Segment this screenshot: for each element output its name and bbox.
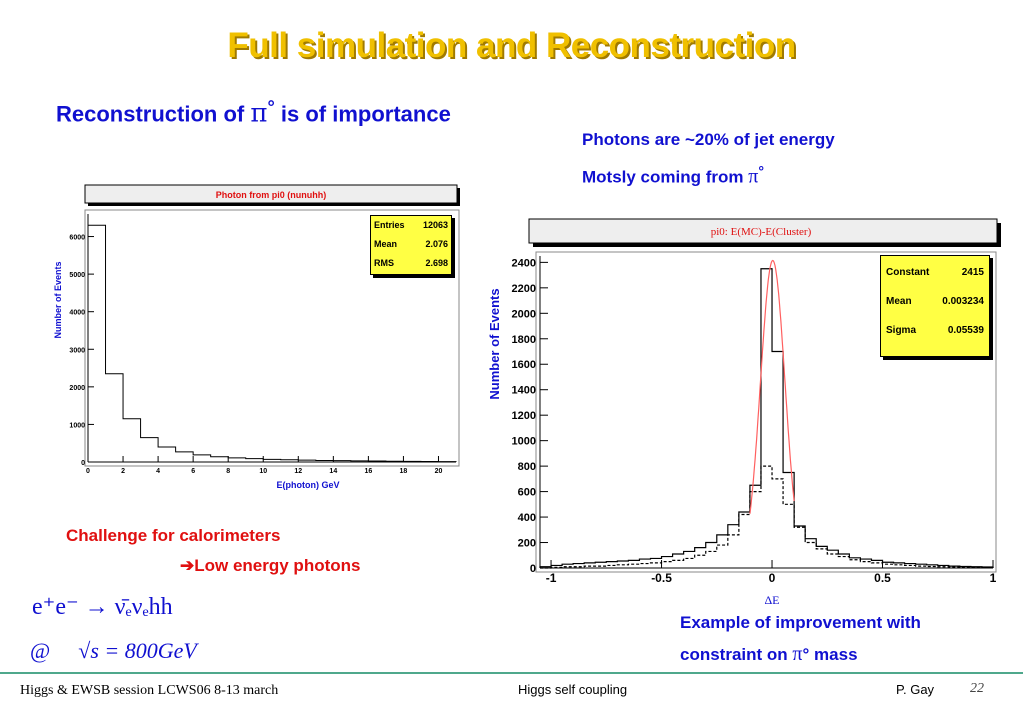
- chart-title: Photon from pi0 (nunuhh): [216, 190, 326, 200]
- gaussian-fit-curve: [749, 259, 795, 514]
- low-energy-label: Low energy photons: [194, 556, 361, 575]
- x-axis-label: ΔE: [764, 593, 779, 607]
- low-energy-text: ➔Low energy photons: [180, 556, 360, 576]
- y-tick-label: 800: [518, 461, 536, 473]
- subtitle-prefix: Reconstruction of: [56, 101, 251, 127]
- improvement-line1: Example of improvement with: [680, 613, 921, 632]
- x-tick-label: 1: [990, 571, 997, 585]
- y-tick-label: 2400: [512, 257, 536, 269]
- x-tick-label: 20: [435, 468, 443, 475]
- footer-session: Higgs & EWSB session LCWS06 8-13 march: [20, 683, 279, 698]
- x-tick-label: 2: [121, 468, 125, 475]
- chart-title: pi0: E(MC)-E(Cluster): [711, 226, 812, 238]
- improvement-suffix: mass: [809, 645, 858, 664]
- x-tick-label: -0.5: [651, 571, 672, 585]
- fit-stats-box: Constant 2415 Mean 0.003234 Sigma 0.05539: [880, 255, 990, 357]
- y-tick-label: 2000: [512, 308, 536, 320]
- note-pi0-origin: Motsly coming from π°: [582, 164, 764, 189]
- x-tick-label: 0: [86, 468, 90, 475]
- y-tick-label: 200: [518, 538, 536, 550]
- y-tick-label: 5000: [69, 272, 85, 279]
- degree-symbol: °: [758, 164, 765, 180]
- y-tick-label: 1000: [69, 422, 85, 429]
- x-tick-label: 16: [364, 468, 372, 475]
- slide-title: Full simulation and Reconstruction: [227, 26, 796, 65]
- improvement-line2: constraint on π° mass: [680, 643, 858, 666]
- x-tick-label: 6: [191, 468, 195, 475]
- stat-mean: Mean 0.003234: [886, 296, 984, 307]
- improvement-prefix: constraint on: [680, 645, 793, 664]
- x-tick-label: 8: [226, 468, 230, 475]
- note2-prefix: Motsly coming from: [582, 167, 749, 187]
- y-axis-label: Number of Events: [488, 288, 502, 399]
- histogram-series: [87, 224, 457, 463]
- x-tick-label: 4: [156, 468, 160, 475]
- x-tick-label: 14: [329, 468, 337, 475]
- x-tick-label: 0.5: [874, 571, 891, 585]
- note-photon-fraction: Photons are ~20% of jet energy: [582, 130, 835, 149]
- histogram-series-dashed: [540, 465, 994, 569]
- stats-box: Entries 12063 Mean 2.076 RMS 2.698: [370, 215, 452, 275]
- y-tick-label: 2200: [512, 283, 536, 295]
- y-tick-label: 1000: [512, 436, 536, 448]
- photon-energy-chart: Photon from pi0 (nunuhh) 0 2 4 6 8 10 12 14 16 18…: [53, 184, 460, 490]
- y-tick-label: 0: [530, 563, 536, 575]
- histogram: [539, 259, 994, 569]
- subtitle: Reconstruction of π° is of importance: [56, 96, 451, 128]
- title-box: [84, 184, 458, 204]
- x-tick-label: 10: [259, 468, 267, 475]
- challenge-text: Challenge for calorimeters: [66, 526, 281, 545]
- pi-symbol: π: [250, 98, 268, 129]
- y-tick-label: 1200: [512, 410, 536, 422]
- y-tick-label: 1800: [512, 334, 536, 346]
- subtitle-suffix: is of importance: [274, 101, 451, 127]
- footer-topic: Higgs self coupling: [518, 682, 628, 697]
- y-tick-label: 6000: [69, 235, 85, 242]
- y-tick-label: 4000: [69, 310, 85, 317]
- stat-entries: Entries 12063: [374, 220, 448, 230]
- reaction-formula: e⁺e⁻ → ν̄ₑνₑhh: [32, 594, 173, 620]
- pi-symbol: π: [792, 643, 803, 665]
- histogram-series-solid: [539, 268, 994, 568]
- y-tick-label: 1400: [512, 385, 536, 397]
- page-number: 22: [970, 681, 984, 696]
- y-tick-label: 400: [518, 512, 536, 524]
- x-tick-label: 12: [294, 468, 302, 475]
- title-box: [528, 218, 998, 244]
- degree-symbol: °: [267, 96, 275, 117]
- x-tick-label: -1: [546, 571, 557, 585]
- sqrt-s-formula: √s = 800GeV: [78, 638, 197, 663]
- y-tick-label: 2000: [69, 385, 85, 392]
- arrow-icon: ➔: [180, 556, 195, 575]
- stat-sigma: Sigma 0.05539: [886, 325, 984, 336]
- stat-rms: RMS 2.698: [374, 258, 448, 268]
- x-axis-label: E(photon) GeV: [277, 480, 340, 490]
- footer-author: P. Gay: [896, 682, 935, 697]
- at-symbol: @: [30, 638, 51, 663]
- energy-formula: @ √s = 800GeV: [30, 638, 197, 664]
- pi-symbol: π: [748, 165, 759, 188]
- stat-constant: Constant 2415: [886, 267, 984, 278]
- footer-rule: [0, 672, 1023, 674]
- stat-mean: Mean 2.076: [374, 239, 448, 249]
- x-tick-label: 18: [400, 468, 408, 475]
- x-tick-label: 0: [769, 571, 776, 585]
- y-axis-label: Number of Events: [53, 261, 63, 338]
- y-tick-label: 600: [518, 487, 536, 499]
- y-tick-label: 1600: [512, 359, 536, 371]
- y-tick-label: 0: [81, 460, 85, 467]
- degree-symbol: °: [802, 645, 810, 664]
- histogram: [87, 224, 457, 463]
- y-tick-label: 3000: [69, 347, 85, 354]
- axes: -1 -0.5 0 0.5 1 0 200 400 600 800 1000 1200 1400 1600…: [512, 256, 997, 585]
